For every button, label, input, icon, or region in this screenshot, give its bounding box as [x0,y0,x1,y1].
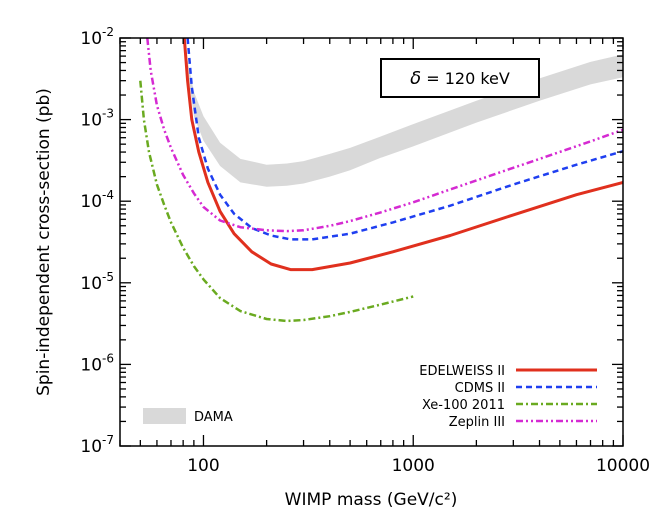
y-tick-label: 10-5 [80,270,114,294]
legend-label-xe-100-2011: Xe-100 2011 [422,398,505,413]
x-tick-label: 100 [187,456,219,476]
y-tick-label: 10-2 [80,25,114,49]
legend-label-edelweiss-ii: EDELWEISS II [419,364,505,379]
delta-value: = 120 keV [421,69,510,88]
y-tick-label: 10-7 [80,433,114,457]
svg-text:δ = 120 keV: δ = 120 keV [410,68,510,89]
series-line-cdms-ii [186,38,623,241]
series-line-xe-100-2011 [139,80,414,323]
delta-symbol: δ [410,68,421,89]
y-axis-title: Spin-independent cross-section (pb) [34,88,54,396]
series-line-edelweiss-ii [182,38,623,272]
y-tick-label: 10-3 [80,107,114,131]
legend-swatch-dama [143,408,186,424]
legend-label-zeplin-iii: Zeplin III [449,415,505,430]
y-tick-label: 10-6 [80,351,114,375]
legend-label-cdms-ii: CDMS II [455,381,505,396]
y-tick-label: 10-4 [80,188,114,212]
plot-frame [119,37,624,447]
x-axis-title: WIMP mass (GeV/c²) [285,490,458,510]
series-line-zeplin-iii [146,38,623,233]
x-tick-label: 1000 [392,456,435,476]
delta-annotation: δ = 120 keV [380,58,540,98]
x-tick-label: 10000 [596,456,650,476]
legend-label-dama: DAMA [194,410,233,425]
